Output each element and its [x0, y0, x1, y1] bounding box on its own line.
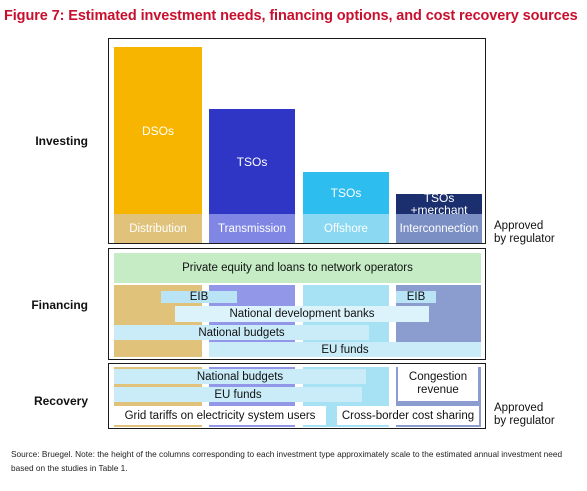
national-development-banks-label: National development banks: [175, 306, 429, 322]
eib-right-band: [396, 291, 436, 303]
row-label-recovery: Recovery: [33, 394, 88, 408]
row-label-investing: Investing: [35, 134, 88, 148]
approved-by-regulator-recovery: Approved by regulator: [494, 402, 555, 427]
column-operator-label: TSOs: [303, 172, 389, 214]
column-type-label: Interconnection: [396, 214, 482, 243]
grid-tariffs-label: Grid tariffs on electricity system users: [114, 406, 326, 425]
investment-column-interconnection: TSOs +merchant Interconnection: [396, 192, 482, 243]
column-operator-label: TSOs: [209, 109, 295, 214]
column-type-label: Offshore: [303, 214, 389, 243]
source-note: Source: Bruegel. Note: the height of the…: [11, 449, 563, 473]
eib-left-label: EIB: [189, 291, 209, 303]
investment-column-offshore: TSOs Offshore: [303, 172, 389, 243]
column-type-label: Transmission: [209, 214, 295, 243]
eib-left-band: [161, 291, 237, 303]
investment-column-distribution: DSOs Distribution: [114, 47, 202, 243]
financing-national-budgets-label: National budgets: [114, 325, 369, 340]
recovery-eu-funds-label: EU funds: [114, 387, 362, 402]
column-type-label: Distribution: [114, 214, 202, 243]
investing-box: DSOs Distribution TSOs Transmission TSOs Offs…: [108, 38, 486, 244]
eib-right-label: EIB: [406, 291, 426, 303]
investment-column-transmission: TSOs Transmission: [209, 109, 295, 243]
figure-title: Figure 7: Estimated investment needs, fi…: [4, 8, 578, 24]
recovery-box: National budgets EU funds Congestion rev…: [108, 363, 486, 429]
financing-box: Private equity and loans to network oper…: [108, 248, 486, 360]
financing-eu-funds-label: EU funds: [209, 342, 481, 357]
column-operator-label: DSOs: [114, 47, 202, 214]
cross-border-cost-sharing-label: Cross-border cost sharing: [337, 406, 479, 425]
approved-by-regulator-investing: Approved by regulator: [494, 220, 555, 245]
row-label-financing: Financing: [31, 298, 88, 312]
recovery-national-budgets-label: National budgets: [114, 369, 366, 384]
private-equity-loans-label: Private equity and loans to network oper…: [114, 253, 481, 283]
congestion-revenue-label: Congestion revenue: [398, 367, 478, 401]
column-operator-label: TSOs +merchant: [396, 192, 482, 216]
